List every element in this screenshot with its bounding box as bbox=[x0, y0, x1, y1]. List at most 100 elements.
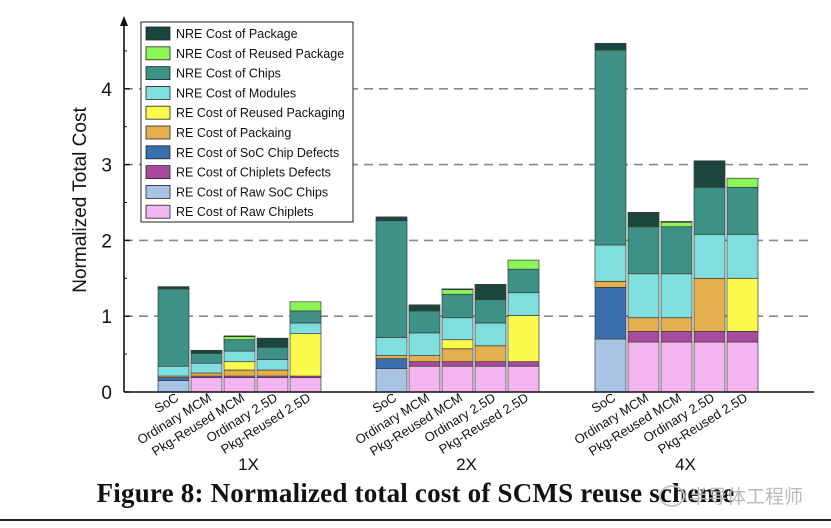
bar-segment bbox=[507, 315, 540, 363]
bar-segment bbox=[256, 346, 289, 360]
bar-segment bbox=[441, 293, 474, 319]
legend-swatch bbox=[145, 86, 171, 100]
legend-swatch bbox=[145, 105, 171, 120]
bar-segment bbox=[660, 317, 693, 332]
legend-entry: RE Cost of Raw SoC Chips bbox=[176, 185, 328, 199]
bar-segment bbox=[726, 277, 759, 332]
bar-segment bbox=[256, 359, 289, 371]
legend-entry: RE Cost of SoC Chip Defects bbox=[176, 146, 339, 160]
bar-segment bbox=[474, 299, 507, 324]
bar-segment bbox=[441, 289, 474, 295]
bar-segment bbox=[594, 338, 627, 393]
legend-swatch bbox=[145, 204, 171, 219]
bar-segment bbox=[408, 332, 441, 356]
bar-segment bbox=[223, 336, 256, 341]
bar-segment bbox=[507, 361, 540, 367]
bar-segment bbox=[594, 49, 627, 246]
bar-segment bbox=[594, 280, 627, 288]
bar-segment bbox=[594, 287, 627, 340]
bar-segment bbox=[660, 341, 693, 393]
bar-segment bbox=[256, 377, 289, 393]
bar-segment bbox=[375, 337, 408, 356]
bar-segment bbox=[223, 350, 256, 363]
bar-segment bbox=[190, 352, 223, 364]
bar-segment bbox=[474, 365, 507, 393]
bar-segment bbox=[726, 331, 759, 343]
legend-entry: RE Cost of Chiplets Defects bbox=[176, 166, 331, 180]
bar-segment bbox=[507, 292, 540, 316]
bar-segment bbox=[594, 244, 627, 282]
bar-segment bbox=[289, 333, 322, 377]
bar-segment bbox=[157, 365, 190, 377]
bar-segment bbox=[627, 317, 660, 332]
bar-segment bbox=[660, 226, 693, 275]
legend-entry: NRE Cost of Modules bbox=[176, 86, 296, 100]
legend-entry: NRE Cost of Reused Package bbox=[176, 47, 344, 61]
bar-segment bbox=[190, 362, 223, 374]
bar-segment bbox=[375, 216, 408, 222]
bar-segment bbox=[223, 339, 256, 352]
bar-segment bbox=[507, 268, 540, 294]
bar-segment bbox=[594, 42, 627, 51]
bar-segment bbox=[441, 348, 474, 363]
bar-segment bbox=[223, 361, 256, 371]
legend-swatch bbox=[145, 46, 171, 61]
bar-segment bbox=[627, 212, 660, 228]
bar-segment bbox=[157, 288, 190, 367]
watermark: 半导体工程师 bbox=[658, 482, 803, 509]
bar-segment bbox=[190, 377, 223, 393]
bar-segment bbox=[627, 341, 660, 393]
bar-segment bbox=[375, 220, 408, 338]
bar-segment bbox=[627, 331, 660, 343]
bar-segment bbox=[190, 349, 223, 354]
y-axis-title: Normalized Total Cost bbox=[70, 107, 91, 293]
legend-entry: RE Cost of Packaing bbox=[176, 126, 291, 140]
bar-segment bbox=[726, 177, 759, 188]
y-tick-label: 1 bbox=[101, 307, 112, 328]
bar-segment bbox=[157, 380, 190, 393]
bar-segment bbox=[693, 186, 726, 235]
bottom-divider bbox=[0, 519, 831, 521]
bar-segment bbox=[289, 310, 322, 324]
bar-segment bbox=[190, 372, 223, 377]
legend-swatch bbox=[145, 26, 171, 41]
bar-segment bbox=[660, 273, 693, 319]
watermark-text: 半导体工程师 bbox=[688, 486, 803, 508]
group-label: 2X bbox=[456, 455, 477, 474]
bar-segment bbox=[627, 273, 660, 319]
bar-segment bbox=[408, 361, 441, 367]
bar-segment bbox=[408, 355, 441, 363]
y-tick-label: 3 bbox=[101, 156, 112, 177]
bar-segment bbox=[408, 365, 441, 393]
bar-segment bbox=[157, 286, 190, 290]
bar-segment bbox=[223, 377, 256, 393]
bar-segment bbox=[507, 365, 540, 393]
bar-segment bbox=[289, 301, 322, 312]
legend-swatch bbox=[145, 125, 171, 140]
y-tick-label: 0 bbox=[101, 383, 112, 404]
legend-entry: NRE Cost of Package bbox=[176, 27, 298, 41]
bar-segment bbox=[289, 377, 322, 393]
bar-segment bbox=[223, 369, 256, 377]
bar-segment bbox=[441, 288, 474, 291]
figure-caption: Figure 8: Normalized total cost of SCMS … bbox=[96, 478, 735, 508]
bar-segment bbox=[441, 339, 474, 350]
legend-swatch bbox=[145, 66, 171, 80]
bar-segment bbox=[408, 310, 441, 334]
bar-segment bbox=[256, 369, 289, 377]
bar-segment bbox=[726, 233, 759, 279]
bar-segment bbox=[693, 160, 726, 188]
bar-segment bbox=[726, 186, 759, 235]
bar-segment bbox=[660, 221, 693, 228]
bar-segment bbox=[289, 322, 322, 334]
legend-entry: RE Cost of Raw Chiplets bbox=[176, 205, 314, 219]
wechat-logo-icon bbox=[658, 484, 685, 507]
y-tick-label: 2 bbox=[101, 231, 112, 252]
legend-swatch bbox=[145, 184, 171, 199]
bar-segment bbox=[507, 259, 540, 270]
bar-segment bbox=[441, 361, 474, 367]
bar-segment bbox=[474, 361, 507, 367]
bar-segment bbox=[441, 365, 474, 393]
group-label: 1X bbox=[238, 455, 259, 474]
